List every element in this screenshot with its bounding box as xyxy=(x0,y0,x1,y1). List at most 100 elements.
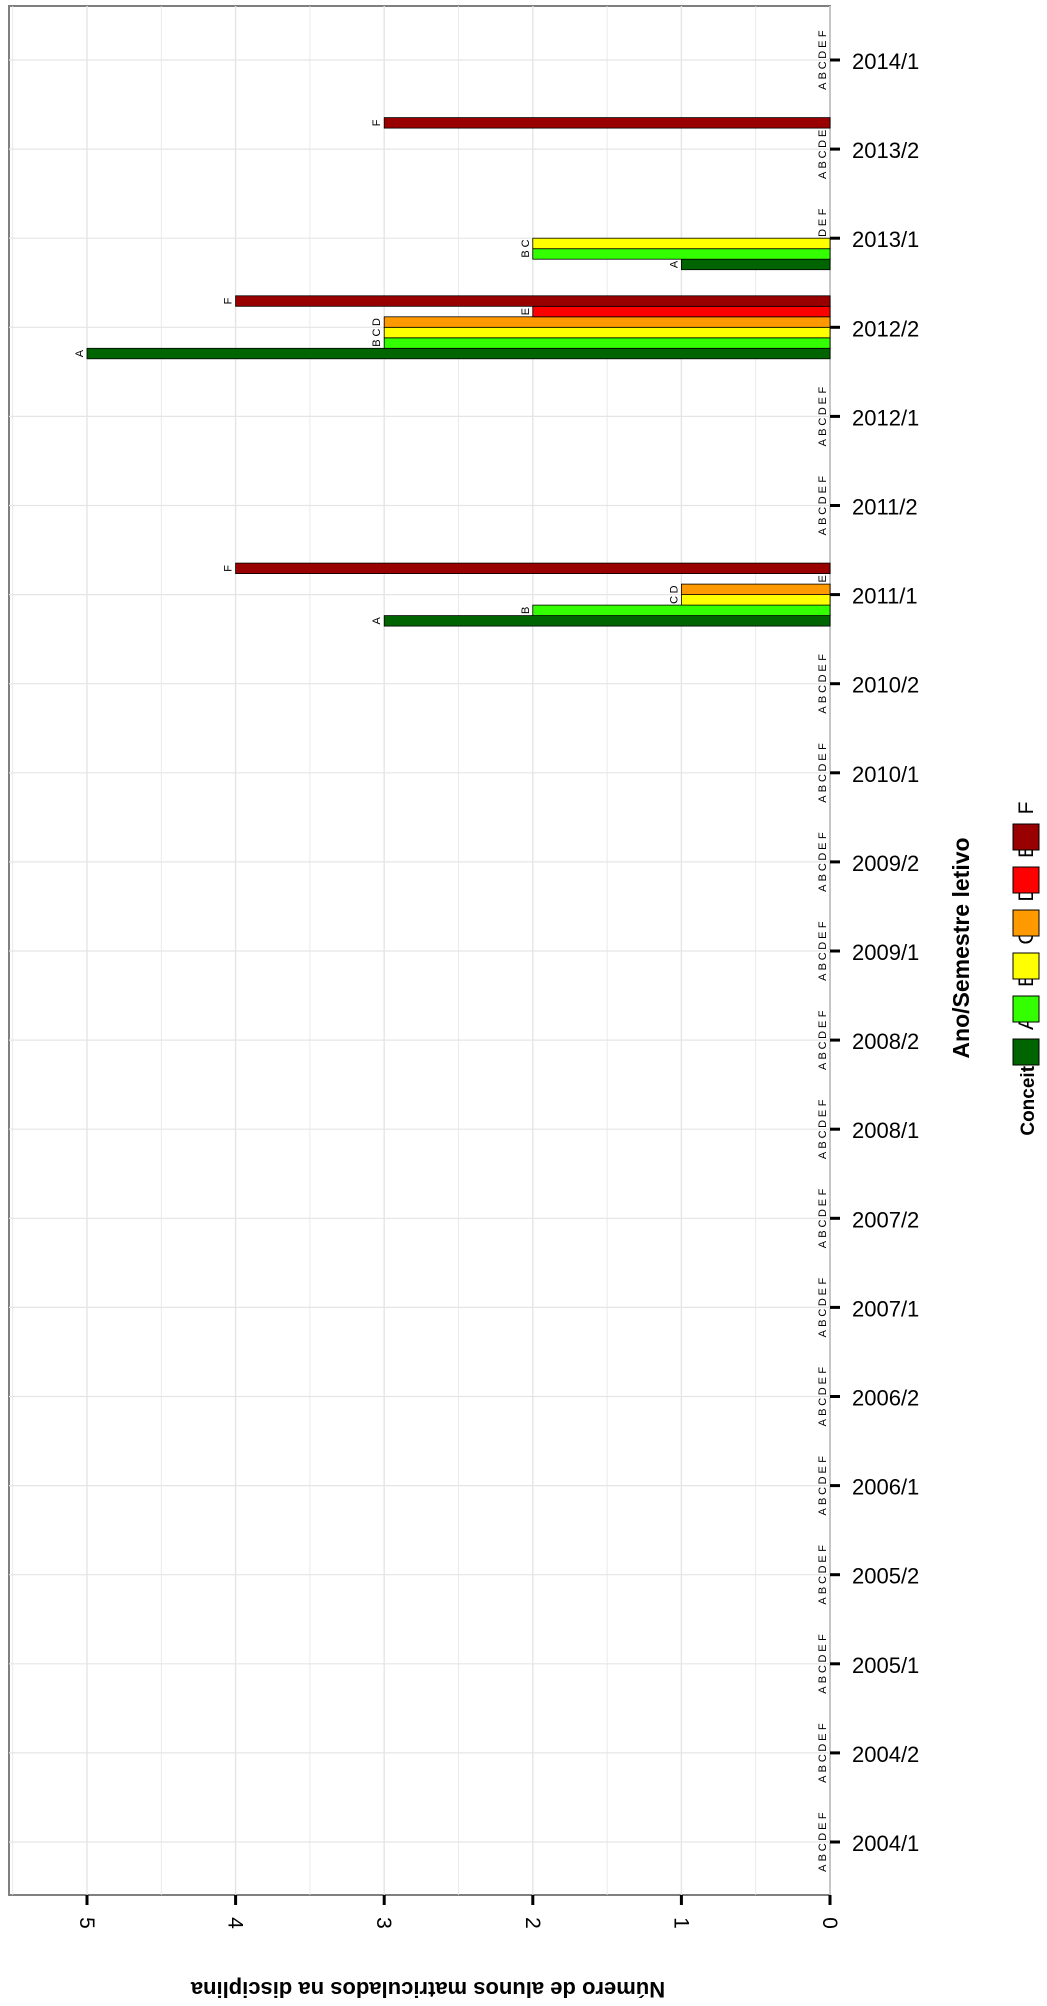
bar-F-2013/2 xyxy=(383,117,831,129)
category-tick-label: 2012/2 xyxy=(852,316,919,341)
bar-label: D xyxy=(817,51,829,59)
bar-label: C xyxy=(817,1487,829,1495)
bar-label: E xyxy=(817,397,829,404)
bar-A-2012/2 xyxy=(86,347,831,360)
category-tick-label: 2009/2 xyxy=(852,851,919,876)
bar-label: E xyxy=(520,308,532,315)
bar-label: F xyxy=(817,1723,829,1730)
bar-label: F xyxy=(371,119,383,126)
bar-label: C xyxy=(817,61,829,69)
bar-label: C xyxy=(817,507,829,515)
bar-label: D xyxy=(817,229,829,237)
bar-label: C xyxy=(817,418,829,426)
bar-label: D xyxy=(668,585,680,593)
bar-label: E xyxy=(817,842,829,849)
bar-label: B xyxy=(371,339,383,346)
legend-swatch-F xyxy=(1012,823,1040,851)
bar-label: C xyxy=(817,1754,829,1762)
bar-label: A xyxy=(817,1775,829,1783)
bar-label: A xyxy=(817,1062,829,1070)
bar-label: B xyxy=(817,428,829,435)
bar-label: D xyxy=(817,1031,829,1039)
bar-label: B xyxy=(817,1230,829,1237)
category-tick-label: 2011/1 xyxy=(852,584,918,609)
bar-label: B xyxy=(817,785,829,792)
bar-label: C xyxy=(817,150,829,158)
bar-label: D xyxy=(817,1833,829,1841)
bar-D-2012/2 xyxy=(383,316,831,328)
bar-label: E xyxy=(817,130,829,137)
bar-label: F xyxy=(817,832,829,839)
bar-label: A xyxy=(817,82,829,90)
bar-label: A xyxy=(817,1597,829,1605)
bar-label: A xyxy=(817,1151,829,1159)
bar-label: F xyxy=(223,565,235,572)
bar-label: A xyxy=(371,617,383,625)
bar-label: E xyxy=(817,1733,829,1740)
bar-label: D xyxy=(817,674,829,682)
bar-label: F xyxy=(223,297,235,304)
value-tick-label: 2 xyxy=(521,1917,544,1929)
bar-label: B xyxy=(520,607,532,614)
category-axis: 2004/1 2004/2 2005/1 2005/2 2006/1 2006/2 2007… xyxy=(830,49,919,1856)
bar-label: B xyxy=(817,1854,829,1861)
bar-label: A xyxy=(817,171,829,179)
bar-label: E xyxy=(817,1823,829,1830)
value-tick-label: 4 xyxy=(224,1917,247,1929)
bar-label: F xyxy=(817,476,829,483)
bar-label: E xyxy=(817,575,829,582)
bar-label: E xyxy=(817,664,829,671)
category-tick-label: 2004/2 xyxy=(852,1742,919,1767)
value-tick-label: 3 xyxy=(372,1917,395,1929)
bar-label: F xyxy=(817,1010,829,1017)
bar-label: B xyxy=(817,1052,829,1059)
bar-label: A xyxy=(817,438,829,446)
bar-label: E xyxy=(817,1021,829,1028)
bar-label: E xyxy=(817,1555,829,1562)
grid xyxy=(9,6,831,1895)
bar-label: A xyxy=(817,1418,829,1426)
bar-label: F xyxy=(817,1634,829,1641)
bar-label: D xyxy=(817,1387,829,1395)
bar-B-2012/2 xyxy=(383,337,831,349)
bar-label: A xyxy=(817,1686,829,1694)
bar-label: D xyxy=(817,1744,829,1752)
category-tick-label: 2007/1 xyxy=(852,1296,919,1321)
bar-B-2011/1 xyxy=(532,604,831,616)
bar-label: A xyxy=(74,349,86,357)
category-tick-label: 2011/2 xyxy=(852,495,918,520)
bar-label: B xyxy=(817,1319,829,1326)
bar-label: E xyxy=(817,1199,829,1206)
bar-label: F xyxy=(817,743,829,750)
category-tick-label: 2007/2 xyxy=(852,1207,919,1232)
bar-label: B xyxy=(817,696,829,703)
category-tick-label: 2008/2 xyxy=(852,1029,919,1054)
bar-label: C xyxy=(817,1843,829,1851)
bar-B-2013/1 xyxy=(532,248,831,260)
bar-label: E xyxy=(817,41,829,48)
bar-label: B xyxy=(817,874,829,881)
bar-F-2011/1 xyxy=(235,562,831,574)
bar-label: E xyxy=(817,932,829,939)
bar-F-2012/2 xyxy=(235,295,831,307)
bar-label: C xyxy=(817,1665,829,1673)
category-axis-title: Ano/Semestre letivo xyxy=(948,837,974,1058)
legend-label-F: F xyxy=(1015,802,1038,815)
bar-A-2013/1 xyxy=(681,258,831,271)
bar-label: B xyxy=(817,1765,829,1772)
bar-label: B xyxy=(817,1498,829,1505)
bar-label: D xyxy=(817,496,829,504)
bar-label: C xyxy=(817,863,829,871)
bar-label: D xyxy=(817,764,829,772)
bar-label: D xyxy=(817,407,829,415)
bar-label: B xyxy=(520,250,532,257)
category-tick-label: 2008/1 xyxy=(852,1118,919,1143)
bar-label: E xyxy=(817,1644,829,1651)
value-tick-label: 1 xyxy=(669,1917,692,1929)
bar-label: A xyxy=(817,527,829,535)
bar-A-2011/1 xyxy=(383,615,831,627)
bar-label: D xyxy=(817,853,829,861)
value-axis-title: Número de alunos matriculados na discipl… xyxy=(190,1977,665,2002)
bar-C-2013/1 xyxy=(532,237,831,250)
